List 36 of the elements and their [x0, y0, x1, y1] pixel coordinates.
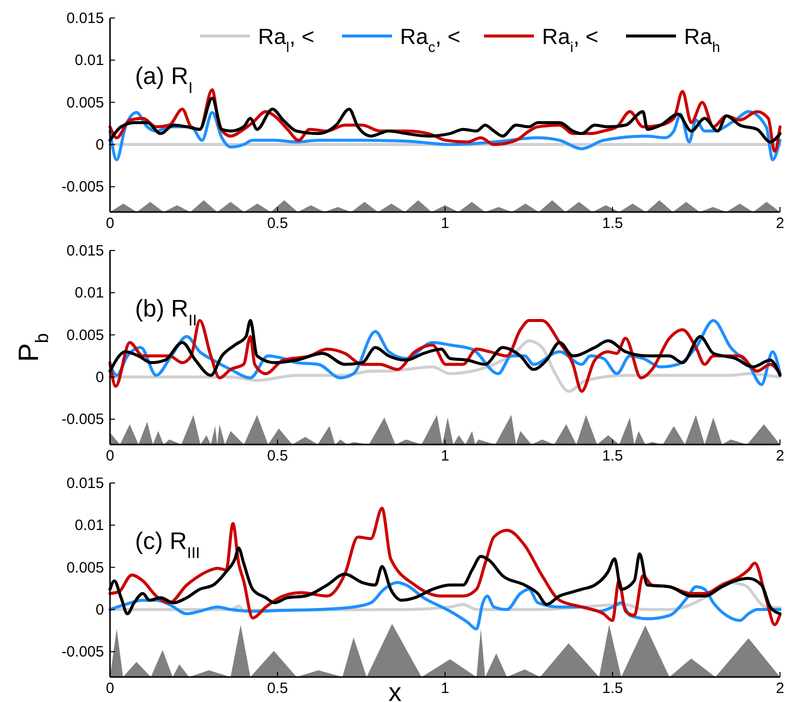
text: (a) R$_{I}$ [135, 63, 193, 96]
legend-label: Ra$_{c}$, < [400, 24, 460, 56]
y-tick-label: 0 [96, 136, 104, 154]
y-tick-label: -0.005 [61, 411, 104, 428]
y-tick-label: 0.015 [66, 475, 104, 492]
x-tick-label: 0.5 [267, 215, 288, 232]
x-tick-label: 2 [776, 215, 784, 232]
x-tick-label: 1 [440, 215, 450, 232]
x-tick-label: 0.5 [267, 680, 288, 697]
legend-label: Ra$_{i}$, < [542, 24, 598, 56]
y-tick-label: 0.015 [66, 10, 104, 27]
legend-label: Ra$_{h}$ [684, 24, 720, 56]
y-tick-label: 0.005 [66, 94, 104, 112]
x-tick-label: 1.5 [602, 680, 623, 697]
x-tick-label: 2 [776, 448, 784, 464]
y-tick-label: 0.01 [74, 52, 104, 70]
text: (b) R$_{II}$ [135, 296, 198, 329]
x-tick-label: 1.5 [602, 215, 623, 232]
legend-label: Ra$_{l}$, < [258, 24, 314, 56]
x-tick-label: 1 [440, 448, 450, 464]
y-tick-label: 0.01 [74, 517, 104, 534]
x-tick-label: 0.5 [267, 448, 288, 464]
y-tick-label: -0.005 [61, 644, 104, 661]
x-axis-title: x [388, 677, 402, 702]
y-tick-label: 0 [96, 602, 104, 619]
y-tick-label: 0 [96, 369, 104, 386]
x-tick-label: 1 [440, 680, 450, 697]
y-tick-label: 0.005 [66, 559, 104, 576]
y-tick-label: 0.01 [74, 284, 104, 302]
y-tick-label: 0.005 [66, 326, 104, 344]
y-tick-label: 0.015 [66, 242, 104, 260]
x-tick-label: 1.5 [602, 448, 623, 464]
x-tick-label: 2 [776, 680, 784, 697]
line-series [108, 339, 782, 393]
y-tick-label: -0.005 [61, 178, 104, 196]
text: (c) R$_{III}$ [135, 528, 200, 562]
